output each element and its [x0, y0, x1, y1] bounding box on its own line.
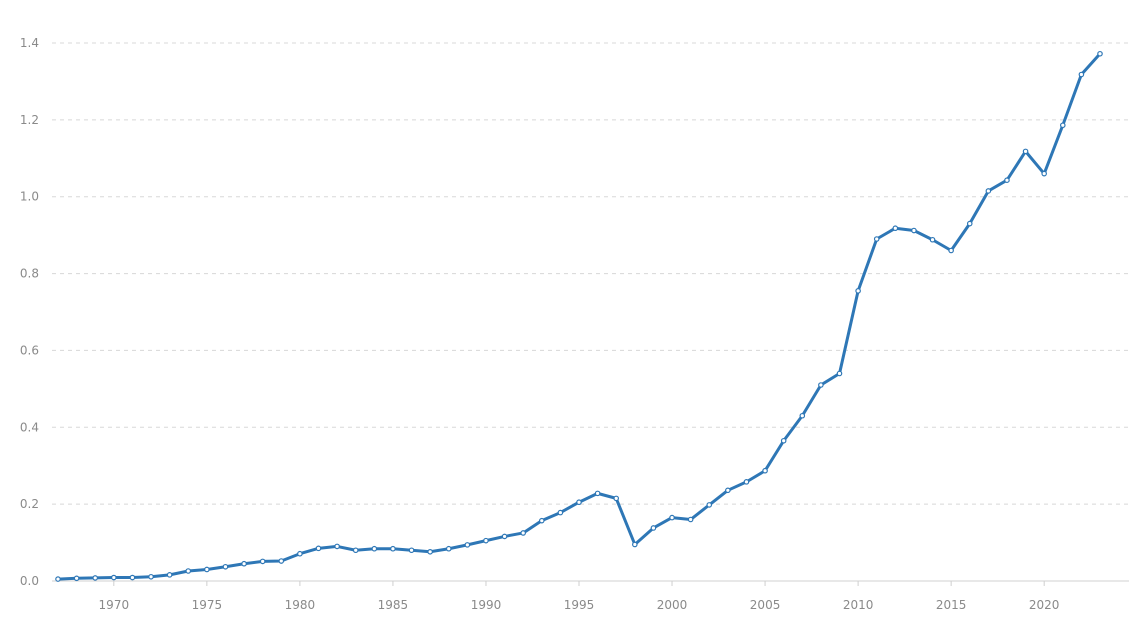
gridlines	[52, 42, 1129, 582]
x-tick-label: 1990	[471, 598, 502, 612]
x-tick-label: 1995	[564, 598, 595, 612]
data-point[interactable]	[836, 370, 843, 377]
data-point[interactable]	[818, 382, 824, 388]
data-point[interactable]	[650, 525, 657, 531]
y-axis-ticks: 0.0 0.2 0.4 0.6 0.8 1.0 1.2 1.4	[20, 36, 39, 588]
y-tick-label: 0.8	[20, 267, 39, 281]
data-point[interactable]	[1097, 50, 1103, 57]
data-point[interactable]	[669, 514, 675, 521]
x-tick-label: 2000	[657, 598, 688, 612]
data-point[interactable]	[501, 533, 508, 540]
x-axis-ticks: 1970 1975 1980 1985 1990 1995 2000 2005 2010 2015…	[99, 581, 1060, 612]
data-point[interactable]	[892, 225, 899, 232]
data-point[interactable]	[352, 547, 359, 554]
data-point[interactable]	[111, 574, 117, 581]
data-point[interactable]	[408, 547, 415, 554]
x-tick-label: 1985	[378, 598, 409, 612]
data-point[interactable]	[873, 236, 880, 242]
y-tick-label: 1.0	[20, 190, 39, 204]
y-tick-label: 0.4	[20, 420, 39, 434]
x-tick-label: 2005	[750, 598, 781, 612]
data-point[interactable]	[222, 563, 229, 570]
y-tick-label: 0.6	[20, 343, 39, 357]
data-point[interactable]	[483, 537, 489, 544]
data-point[interactable]	[55, 576, 61, 582]
data-point[interactable]	[73, 575, 80, 582]
data-point[interactable]	[427, 548, 433, 555]
data-point[interactable]	[948, 247, 954, 254]
data-point[interactable]	[966, 220, 973, 227]
data-point[interactable]	[520, 530, 526, 536]
data-point[interactable]	[204, 566, 210, 573]
data-point[interactable]	[985, 188, 992, 194]
data-point[interactable]	[780, 437, 787, 444]
data-point[interactable]	[334, 543, 340, 550]
data-point[interactable]	[538, 517, 545, 524]
data-point[interactable]	[445, 545, 452, 552]
data-point[interactable]	[1004, 177, 1010, 183]
data-point[interactable]	[929, 236, 936, 243]
data-point[interactable]	[278, 558, 285, 564]
data-point[interactable]	[706, 502, 713, 508]
data-point[interactable]	[371, 545, 378, 552]
data-point[interactable]	[315, 545, 322, 552]
data-point[interactable]	[576, 499, 582, 506]
data-point[interactable]	[855, 288, 861, 294]
series-layer	[55, 50, 1103, 582]
y-tick-label: 1.2	[20, 113, 39, 127]
data-point[interactable]	[557, 509, 564, 516]
data-point[interactable]	[1059, 122, 1066, 129]
y-tick-label: 0.0	[20, 574, 39, 588]
data-point[interactable]	[166, 572, 173, 578]
x-tick-label: 2015	[936, 598, 967, 612]
data-point[interactable]	[725, 487, 731, 494]
data-point[interactable]	[1078, 71, 1085, 78]
y-tick-label: 0.2	[20, 497, 39, 511]
data-point[interactable]	[185, 568, 192, 574]
data-point[interactable]	[1041, 170, 1047, 177]
data-point[interactable]	[762, 467, 768, 474]
data-point[interactable]	[1022, 148, 1029, 155]
data-point[interactable]	[594, 490, 601, 497]
data-point[interactable]	[743, 479, 750, 485]
x-tick-label: 1970	[99, 598, 130, 612]
data-point[interactable]	[129, 574, 136, 581]
data-point[interactable]	[297, 550, 303, 557]
y-tick-label: 1.4	[20, 36, 39, 50]
data-point[interactable]	[799, 412, 806, 419]
data-point[interactable]	[911, 227, 917, 234]
data-point[interactable]	[464, 542, 471, 548]
data-point[interactable]	[687, 516, 694, 523]
x-tick-label: 2010	[843, 598, 874, 612]
x-tick-label: 1975	[192, 598, 223, 612]
data-point[interactable]	[241, 560, 247, 567]
data-point[interactable]	[613, 495, 620, 502]
data-point[interactable]	[632, 541, 638, 548]
data-point[interactable]	[390, 545, 396, 552]
x-tick-label: 2020	[1029, 598, 1060, 612]
data-point[interactable]	[92, 575, 99, 581]
x-tick-label: 1980	[285, 598, 316, 612]
data-point[interactable]	[259, 558, 266, 565]
data-point[interactable]	[148, 573, 154, 580]
